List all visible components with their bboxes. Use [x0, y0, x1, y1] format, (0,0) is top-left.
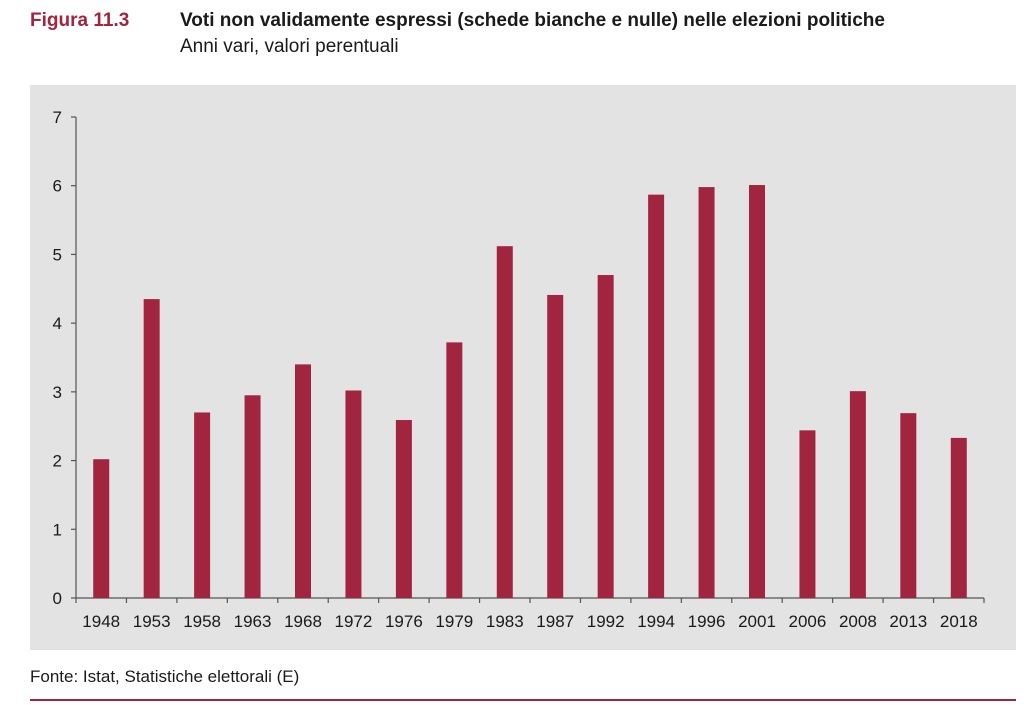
x-tick-label: 2001 — [738, 612, 776, 631]
bar-2001 — [749, 185, 765, 598]
bar-1994 — [648, 194, 665, 598]
bar-1987 — [547, 294, 564, 598]
y-tick-label: 4 — [53, 314, 62, 333]
bar-1972 — [345, 390, 362, 598]
x-tick-label: 1963 — [234, 612, 272, 631]
bar-2018 — [950, 437, 967, 598]
y-tick-label: 3 — [53, 383, 62, 402]
figure-subtitle: Anni vari, valori perentuali — [180, 36, 399, 57]
bar-1968 — [295, 364, 311, 598]
x-tick-label: 1987 — [536, 612, 574, 631]
source-note: Fonte: Istat, Statistiche elettorali (E) — [30, 667, 300, 686]
y-tick-label: 7 — [53, 108, 62, 127]
x-tick-label: 1948 — [82, 612, 120, 631]
x-tick-label: 1968 — [284, 612, 322, 631]
bar-1979 — [446, 342, 463, 598]
x-tick-label: 1996 — [688, 612, 726, 631]
x-tick-label: 1976 — [385, 612, 423, 631]
bar-1958 — [194, 412, 211, 598]
x-tick-label: 1992 — [587, 612, 625, 631]
figure-number: Figura 11.3 — [30, 10, 130, 31]
y-tick-label: 0 — [53, 589, 62, 608]
x-tick-label: 1953 — [133, 612, 171, 631]
y-tick-label: 5 — [53, 245, 62, 264]
chart-panel: 0 1 2 3 4 5 6 7 1948 1953 1958 1963 1968 1972 1976 1979… — [30, 85, 1016, 650]
y-tick-label: 6 — [53, 177, 62, 196]
bar-2013 — [900, 413, 917, 598]
bar-1976 — [395, 420, 412, 598]
bar-chart: 0 1 2 3 4 5 6 7 1948 1953 1958 1963 1968 1972 1976 1979… — [53, 108, 985, 631]
x-tick-label: 1972 — [335, 612, 373, 631]
bar-1996 — [698, 187, 715, 598]
bar-1953 — [143, 299, 160, 598]
figure-title: Voti non validamente espressi (schede bi… — [180, 10, 885, 31]
x-tick-label: 2008 — [839, 612, 877, 631]
bar-2008 — [849, 391, 866, 598]
y-tick-label: 2 — [53, 452, 62, 471]
bar-1963 — [244, 395, 261, 598]
x-tick-label: 2018 — [940, 612, 978, 631]
x-tick-label: 2006 — [789, 612, 827, 631]
bar-1983 — [496, 246, 513, 598]
bottom-rule — [30, 699, 1016, 701]
x-tick-label: 2013 — [889, 612, 927, 631]
bar-2006 — [799, 430, 816, 598]
x-tick-label: 1958 — [183, 612, 221, 631]
y-tick-label: 1 — [53, 520, 62, 539]
bar-1948 — [93, 459, 110, 598]
bar-1992 — [597, 275, 614, 598]
x-tick-label: 1994 — [637, 612, 675, 631]
x-tick-label: 1983 — [486, 612, 524, 631]
x-tick-label: 1979 — [435, 612, 473, 631]
